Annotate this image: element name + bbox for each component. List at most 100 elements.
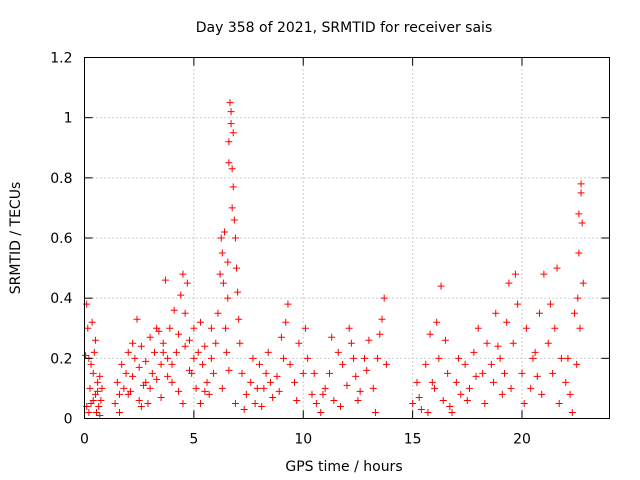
data-point <box>224 294 232 302</box>
data-point <box>177 291 185 299</box>
data-point <box>144 399 152 407</box>
data-point <box>522 324 530 332</box>
data-point <box>207 354 215 362</box>
data-point <box>159 339 167 347</box>
data-point <box>84 324 92 332</box>
data-point <box>227 120 235 128</box>
data-point <box>251 399 259 407</box>
data-point <box>334 348 342 356</box>
data-point <box>181 342 189 350</box>
data-point <box>413 378 421 386</box>
data-point <box>273 372 281 380</box>
data-point <box>446 402 454 410</box>
data-point <box>507 384 515 392</box>
data-point <box>146 384 154 392</box>
data-point <box>225 366 233 374</box>
data-point <box>190 354 198 362</box>
data-point <box>170 306 178 314</box>
data-point <box>129 339 137 347</box>
data-point <box>238 369 246 377</box>
data-point <box>299 369 307 377</box>
data-point <box>330 396 338 404</box>
data-point <box>417 405 425 413</box>
data-point <box>153 375 161 383</box>
ticks-layer: 0 5 10 15 20 0 0.2 0.4 0.6 0.8 1 1.2 <box>50 51 610 448</box>
data-point <box>210 369 218 377</box>
data-point <box>219 279 227 287</box>
data-point <box>221 228 228 236</box>
data-point <box>168 360 176 368</box>
data-point <box>574 294 582 302</box>
data-point <box>431 384 438 392</box>
data-point <box>577 189 585 197</box>
data-point <box>293 396 301 404</box>
data-point <box>124 390 132 398</box>
data-point <box>509 339 517 347</box>
data-point <box>378 315 386 323</box>
data-point <box>415 393 423 401</box>
data-point <box>122 369 130 377</box>
data-point <box>225 138 233 146</box>
data-point <box>326 369 333 377</box>
x-tick-label: 0 <box>80 432 89 448</box>
data-point <box>380 294 388 302</box>
data-point <box>277 333 285 341</box>
y-tick-label: 0 <box>64 412 73 428</box>
data-point <box>536 309 543 317</box>
data-point <box>452 378 460 386</box>
data-point <box>175 330 183 338</box>
data-point <box>186 366 193 374</box>
data-point <box>201 387 209 395</box>
data-point <box>365 336 373 344</box>
data-point <box>579 279 587 287</box>
data-point <box>494 342 502 350</box>
data-point <box>207 324 215 332</box>
data-point <box>527 384 535 392</box>
data-point <box>196 318 204 326</box>
data-point <box>120 384 128 392</box>
data-point <box>546 300 554 308</box>
y-tick-label: 0.2 <box>50 351 72 367</box>
data-point <box>466 384 473 392</box>
data-point <box>85 408 93 416</box>
data-point <box>350 354 358 362</box>
data-point <box>256 360 263 368</box>
data-point <box>227 108 235 116</box>
data-point <box>258 402 266 410</box>
data-point <box>91 336 99 344</box>
data-point <box>374 354 382 362</box>
data-point <box>226 99 234 107</box>
data-point <box>282 318 290 326</box>
data-point <box>230 216 238 224</box>
data-point <box>151 348 158 356</box>
data-point <box>361 354 368 362</box>
data-point <box>228 204 236 212</box>
data-point <box>284 300 292 308</box>
data-point <box>179 399 187 407</box>
data-point <box>426 330 434 338</box>
data-point <box>533 372 541 380</box>
data-point <box>549 369 557 377</box>
data-point <box>347 339 355 347</box>
data-point <box>97 396 105 404</box>
data-point <box>164 372 172 380</box>
data-point <box>89 396 97 404</box>
data-point <box>472 372 480 380</box>
data-point <box>577 180 585 188</box>
data-point <box>93 408 101 416</box>
data-point <box>566 390 574 398</box>
data-point <box>433 318 441 326</box>
data-point <box>321 384 329 392</box>
data-point <box>161 276 169 284</box>
data-point <box>159 348 167 356</box>
data-point <box>218 249 226 257</box>
data-point <box>470 348 478 356</box>
data-point <box>166 324 174 332</box>
data-point <box>186 336 193 344</box>
y-tick-label: 0.8 <box>50 171 72 187</box>
data-point <box>133 315 141 323</box>
data-point <box>345 324 353 332</box>
data-point <box>183 279 191 287</box>
data-point <box>249 354 257 362</box>
data-point <box>231 399 239 407</box>
